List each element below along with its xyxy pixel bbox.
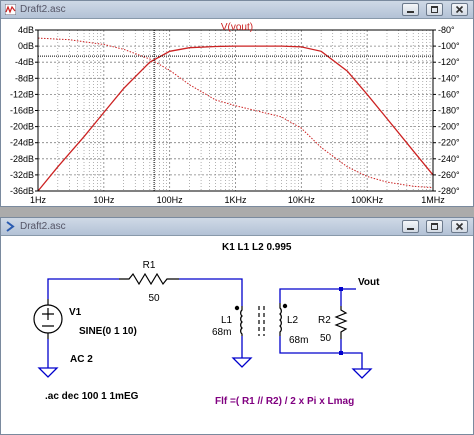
r2-name: R2 xyxy=(318,315,331,326)
y-tick-label: 0dB xyxy=(18,41,34,51)
wire-r2-gnd[interactable] xyxy=(340,339,363,369)
x-tick-label: 1Hz xyxy=(30,195,47,205)
y2-tick-label: -100° xyxy=(438,41,460,51)
bode-plot[interactable]: 1Hz 10Hz 100Hz 1KHz 10KHz 100KHz 1MHz 4dB -80° 0d… xyxy=(1,19,473,207)
x-tick-label: 100Hz xyxy=(157,195,184,205)
transformer-core xyxy=(258,306,265,336)
schematic-window[interactable]: Draft2.asc xyxy=(0,217,474,435)
comment-text[interactable]: Flf =( R1 // R2) / 2 x Pi x Lmag xyxy=(215,396,354,407)
y2-tick-label: -80° xyxy=(438,25,455,35)
v1-value: SINE(0 1 10) xyxy=(79,326,137,337)
wire-v1-r1[interactable] xyxy=(47,278,119,299)
y-tick-label: -12dB xyxy=(10,89,34,99)
minimize-icon xyxy=(407,11,414,13)
l2-value: 68m xyxy=(289,335,308,346)
ground-l1-icon xyxy=(231,357,253,368)
r2-resistor[interactable] xyxy=(334,306,348,339)
schematic-canvas[interactable]: R1 50 V1 SINE(0 1 10) AC 2 L1 68m xyxy=(1,236,473,434)
l1-name: L1 xyxy=(221,315,233,326)
schematic-icon xyxy=(6,221,15,232)
ground-v1-icon xyxy=(37,367,59,378)
l1-inductor[interactable] xyxy=(234,305,243,336)
minimize-button[interactable] xyxy=(402,3,419,16)
close-button[interactable] xyxy=(451,3,468,16)
close-icon xyxy=(455,222,464,231)
y-tick-label: -20dB xyxy=(10,122,34,132)
y2-tick-label: -280° xyxy=(438,186,460,196)
r2-value: 50 xyxy=(320,333,332,344)
series-magnitude xyxy=(37,45,434,192)
r1-resistor[interactable] xyxy=(119,272,179,286)
series-phase xyxy=(37,37,434,189)
y2-tick-label: -160° xyxy=(438,89,460,99)
minimize-icon xyxy=(407,228,414,230)
y2-tick-label: -260° xyxy=(438,170,460,180)
close-button[interactable] xyxy=(451,220,468,233)
plot-titlebar[interactable]: Draft2.asc xyxy=(1,1,473,19)
v1-ac: AC 2 xyxy=(70,354,93,365)
l2-name: L2 xyxy=(287,315,299,326)
plot-window[interactable]: Draft2.asc 1Hz 10Hz 100Hz 1KHz 10KHz 100KHz 1M… xyxy=(0,0,474,207)
x-tick-label: 10KHz xyxy=(288,195,316,205)
x-tick-label: 1MHz xyxy=(421,195,445,205)
y2-tick-label: -240° xyxy=(438,154,460,164)
ground-r2-icon xyxy=(351,368,373,379)
wire-r1-l1[interactable] xyxy=(179,278,243,306)
close-icon xyxy=(455,5,464,14)
wire-l2-r2[interactable] xyxy=(279,336,341,354)
y-tick-label: -16dB xyxy=(10,106,34,116)
y-tick-label: -32dB xyxy=(10,170,34,180)
r1-value: 50 xyxy=(148,293,160,304)
plot-window-title: Draft2.asc xyxy=(20,4,66,15)
minimize-button[interactable] xyxy=(402,220,419,233)
x-tick-label: 10Hz xyxy=(93,195,115,205)
l2-inductor[interactable] xyxy=(279,303,288,336)
coupling-directive[interactable]: K1 L1 L2 0.995 xyxy=(222,242,292,253)
vout-label[interactable]: Vout xyxy=(358,277,380,288)
ac-directive[interactable]: .ac dec 100 1 1mEG xyxy=(45,391,139,402)
maximize-button[interactable] xyxy=(426,220,443,233)
maximize-icon xyxy=(431,6,438,13)
plot-grid xyxy=(37,29,434,192)
wires xyxy=(47,278,363,369)
maximize-icon xyxy=(431,223,438,230)
y2-tick-label: -140° xyxy=(438,73,460,83)
schematic-window-title: Draft2.asc xyxy=(20,221,66,232)
maximize-button[interactable] xyxy=(426,3,443,16)
bottom-node-dot xyxy=(339,351,343,355)
x-tick-label: 100KHz xyxy=(351,195,384,205)
y-tick-label: -28dB xyxy=(10,154,34,164)
waveform-icon xyxy=(5,4,16,15)
y2-tick-label: -220° xyxy=(438,138,460,148)
r1-name: R1 xyxy=(143,260,156,271)
schematic-titlebar[interactable]: Draft2.asc xyxy=(1,218,473,236)
y-tick-label: -36dB xyxy=(10,186,34,196)
y2-tick-label: -200° xyxy=(438,122,460,132)
y-tick-label: -8dB xyxy=(15,73,34,83)
v1-name: V1 xyxy=(69,307,82,318)
plot-series xyxy=(37,37,434,192)
y-tick-label: -4dB xyxy=(15,57,34,67)
x-tick-label: 1KHz xyxy=(224,195,247,205)
plot-cursor[interactable] xyxy=(38,30,433,191)
plot-frame xyxy=(37,29,434,192)
wire-l2-vout[interactable] xyxy=(279,288,341,303)
y-tick-label: -24dB xyxy=(10,138,34,148)
plot-ticks: 1Hz 10Hz 100Hz 1KHz 10KHz 100KHz 1MHz 4dB -80° 0d… xyxy=(10,25,460,205)
l1-value: 68m xyxy=(212,327,231,338)
vout-node-dot xyxy=(339,287,343,291)
y2-tick-label: -180° xyxy=(438,106,460,116)
y-tick-label: 4dB xyxy=(18,25,34,35)
trace-label[interactable]: V(vout) xyxy=(221,22,253,33)
v1-source[interactable] xyxy=(33,299,63,339)
y2-tick-label: -120° xyxy=(438,57,460,67)
